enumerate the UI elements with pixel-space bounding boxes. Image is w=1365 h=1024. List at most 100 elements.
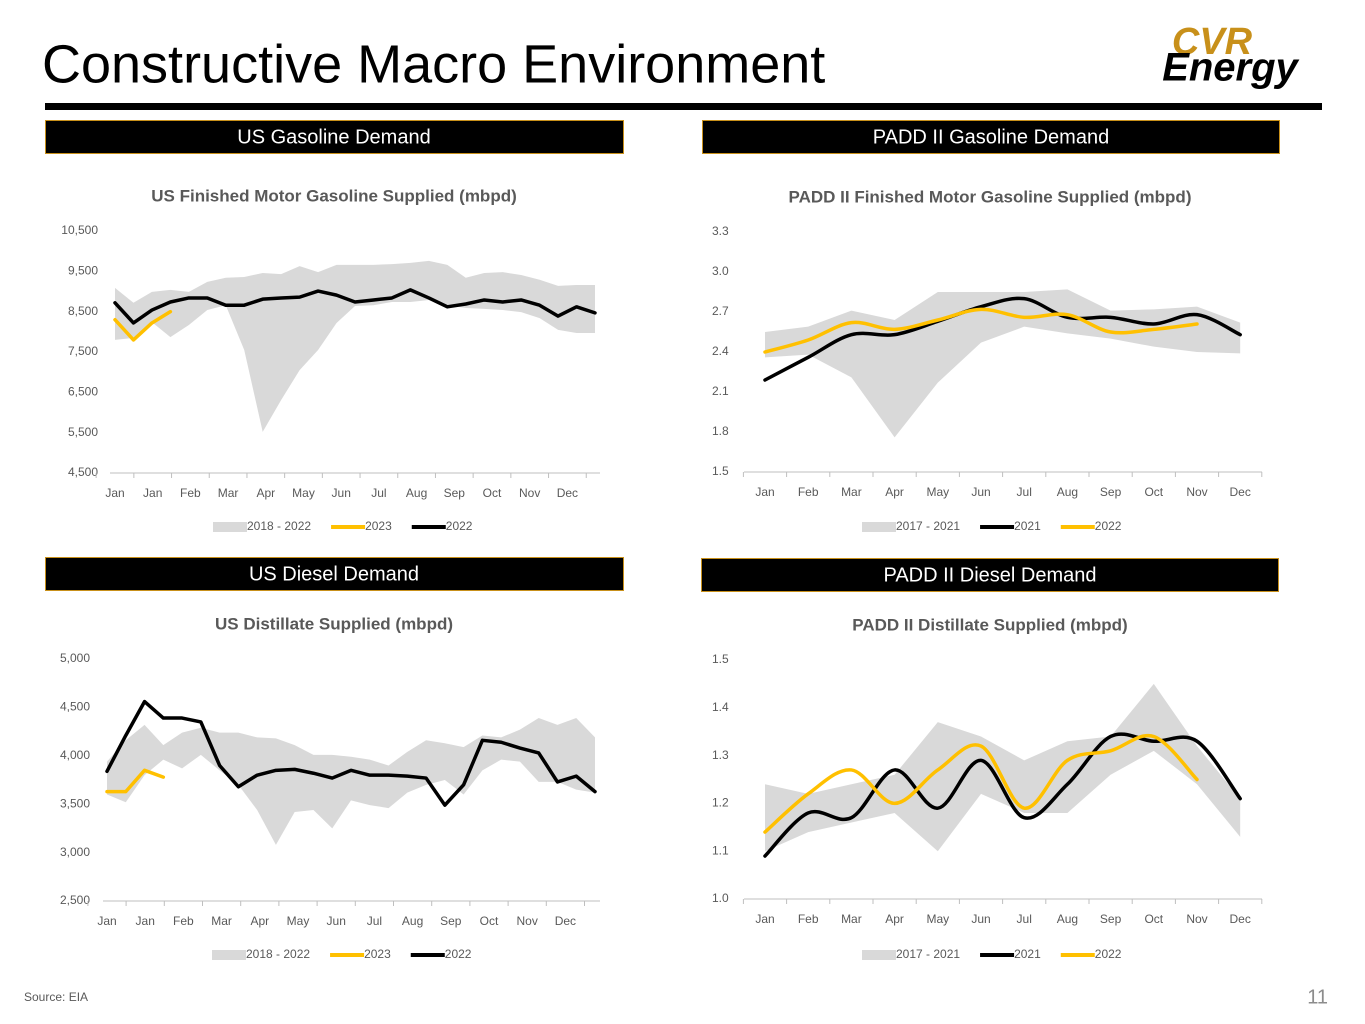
legend-swatch [212, 950, 246, 960]
series-line [763, 307, 1199, 354]
legend-label: 2017 - 2021 [896, 947, 960, 961]
x-tick-label: Jan [143, 486, 162, 500]
x-tick-label: Jun [332, 486, 351, 500]
y-tick-label: 1.5 [712, 464, 729, 478]
x-tick-label: Jul [367, 914, 382, 928]
legend-label: 2022 [1095, 519, 1122, 533]
y-tick-label: 8,500 [68, 304, 98, 318]
y-tick-label: 3,500 [60, 796, 90, 810]
chart-title: US Finished Motor Gasoline Supplied (mbp… [151, 186, 517, 205]
x-tick-label: Jun [971, 912, 990, 926]
legend-label: 2018 - 2022 [247, 519, 311, 533]
y-tick-label: 1.3 [712, 748, 729, 762]
y-tick-label: 4,500 [60, 700, 90, 714]
x-tick-label: Aug [1057, 485, 1078, 499]
x-tick-label: Feb [173, 914, 194, 928]
x-tick-label: Nov [1186, 912, 1207, 926]
x-tick-label: Jun [327, 914, 346, 928]
legend-label: 2022 [1095, 947, 1122, 961]
x-tick-label: Jul [1017, 485, 1032, 499]
y-tick-label: 3.0 [712, 264, 729, 278]
y-tick-label: 2.7 [712, 304, 729, 318]
series-line [113, 309, 173, 342]
y-tick-label: 1.1 [712, 843, 729, 857]
x-tick-label: Mar [841, 485, 862, 499]
x-tick-label: Feb [798, 912, 819, 926]
range-band [107, 718, 595, 845]
legend-swatch [213, 522, 247, 532]
y-tick-label: 9,500 [68, 264, 98, 278]
legend-label: 2021 [1014, 947, 1041, 961]
legend-label: 2022 [446, 519, 473, 533]
header-rule [45, 103, 1322, 110]
y-tick-label: 6,500 [68, 385, 98, 399]
x-tick-label: Sep [440, 914, 462, 928]
series-line [113, 288, 597, 325]
legend-swatch [862, 950, 896, 960]
x-tick-label: Aug [402, 914, 423, 928]
panel-header: PADD II Gasoline Demand [873, 126, 1109, 148]
x-tick-label: Sep [1100, 485, 1122, 499]
chart-title: PADD II Finished Motor Gasoline Supplied… [789, 187, 1192, 206]
x-tick-label: Dec [557, 486, 578, 500]
series-line [763, 296, 1242, 382]
x-tick-label: Oct [483, 486, 502, 500]
y-tick-label: 1.5 [712, 652, 729, 666]
x-tick-label: Oct [480, 914, 499, 928]
source: Source: EIA [24, 990, 88, 1004]
x-tick-label: Jul [1017, 912, 1032, 926]
x-tick-label: Oct [1144, 485, 1163, 499]
x-tick-label: Mar [841, 912, 862, 926]
y-tick-label: 5,500 [68, 425, 98, 439]
x-tick-label: Jan [105, 486, 124, 500]
legend-label: 2022 [445, 947, 472, 961]
legend-label: 2018 - 2022 [246, 947, 310, 961]
y-tick-label: 3,000 [60, 845, 90, 859]
x-tick-label: Mar [218, 486, 239, 500]
x-tick-label: Oct [1144, 912, 1163, 926]
x-tick-label: Aug [1057, 912, 1078, 926]
panel-header: PADD II Diesel Demand [883, 564, 1096, 586]
legend-label: 2023 [365, 519, 392, 533]
series-line [763, 732, 1242, 858]
x-tick-label: Dec [1230, 912, 1251, 926]
x-tick-label: Jan [136, 914, 155, 928]
y-tick-label: 1.0 [712, 891, 729, 905]
x-tick-label: May [287, 914, 310, 928]
y-tick-label: 7,500 [68, 344, 98, 358]
range-band [115, 260, 595, 432]
panel-header: US Diesel Demand [249, 563, 419, 585]
series-line [105, 699, 597, 807]
x-tick-label: Feb [180, 486, 201, 500]
x-tick-label: May [292, 486, 315, 500]
legend-label: 2017 - 2021 [896, 519, 960, 533]
y-tick-label: 1.4 [712, 700, 729, 714]
legend-label: 2021 [1014, 519, 1041, 533]
y-tick-label: 5,000 [60, 651, 90, 665]
x-tick-label: Jan [755, 485, 774, 499]
y-tick-label: 4,000 [60, 748, 90, 762]
x-tick-label: Sep [1100, 912, 1122, 926]
y-tick-label: 2,500 [60, 893, 90, 907]
panel-header-box [702, 120, 1280, 154]
panel-header: US Gasoline Demand [237, 126, 430, 148]
page-number: 11 [1307, 986, 1328, 1008]
y-tick-label: 2.1 [712, 384, 729, 398]
y-tick-label: 4,500 [68, 465, 98, 479]
x-tick-label: Jan [755, 912, 774, 926]
y-tick-label: 1.2 [712, 796, 729, 810]
logo-top: CVR [1172, 21, 1253, 63]
y-tick-label: 10,500 [61, 223, 98, 237]
x-tick-label: Apr [885, 485, 904, 499]
legend-label: 2023 [364, 947, 391, 961]
x-tick-label: Aug [406, 486, 427, 500]
panel-header-box [45, 557, 624, 591]
x-tick-label: Mar [211, 914, 232, 928]
x-tick-label: Dec [1230, 485, 1251, 499]
x-tick-label: Apr [885, 912, 904, 926]
x-tick-label: Jul [371, 486, 386, 500]
y-tick-label: 3.3 [712, 224, 729, 238]
legend-swatch [862, 522, 896, 532]
slide-title: Constructive Macro Environment [42, 34, 825, 94]
x-tick-label: Nov [517, 914, 538, 928]
